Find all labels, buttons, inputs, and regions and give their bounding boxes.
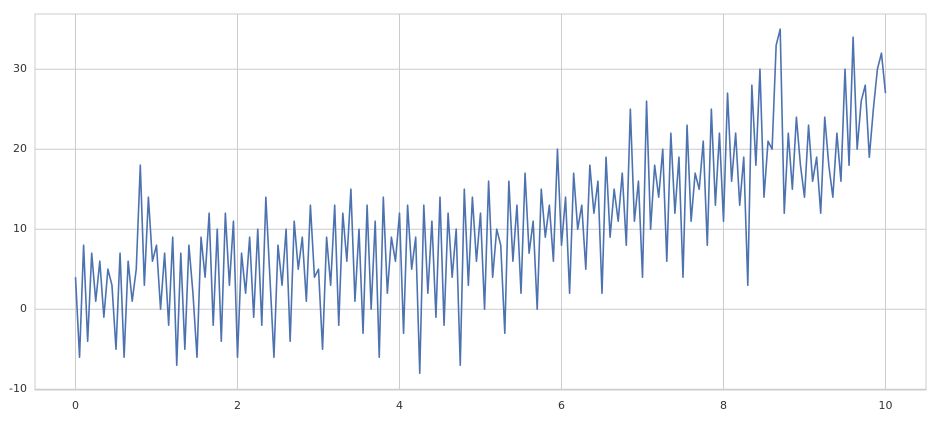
x-tick-label: 2 (234, 399, 241, 412)
data-line (74, 28, 887, 374)
y-tick-label: 0 (20, 302, 27, 315)
plot-area (34, 13, 927, 391)
y-tick-label: 30 (13, 62, 27, 75)
x-tick-label: 8 (720, 399, 727, 412)
x-tick-label: 4 (396, 399, 403, 412)
y-tick-label: 20 (13, 142, 27, 155)
x-tick-label: 6 (558, 399, 565, 412)
y-tick-label: 10 (13, 222, 27, 235)
y-tick-label: -10 (9, 382, 27, 395)
x-tick-label: 0 (72, 399, 79, 412)
x-tick-label: 10 (879, 399, 893, 412)
